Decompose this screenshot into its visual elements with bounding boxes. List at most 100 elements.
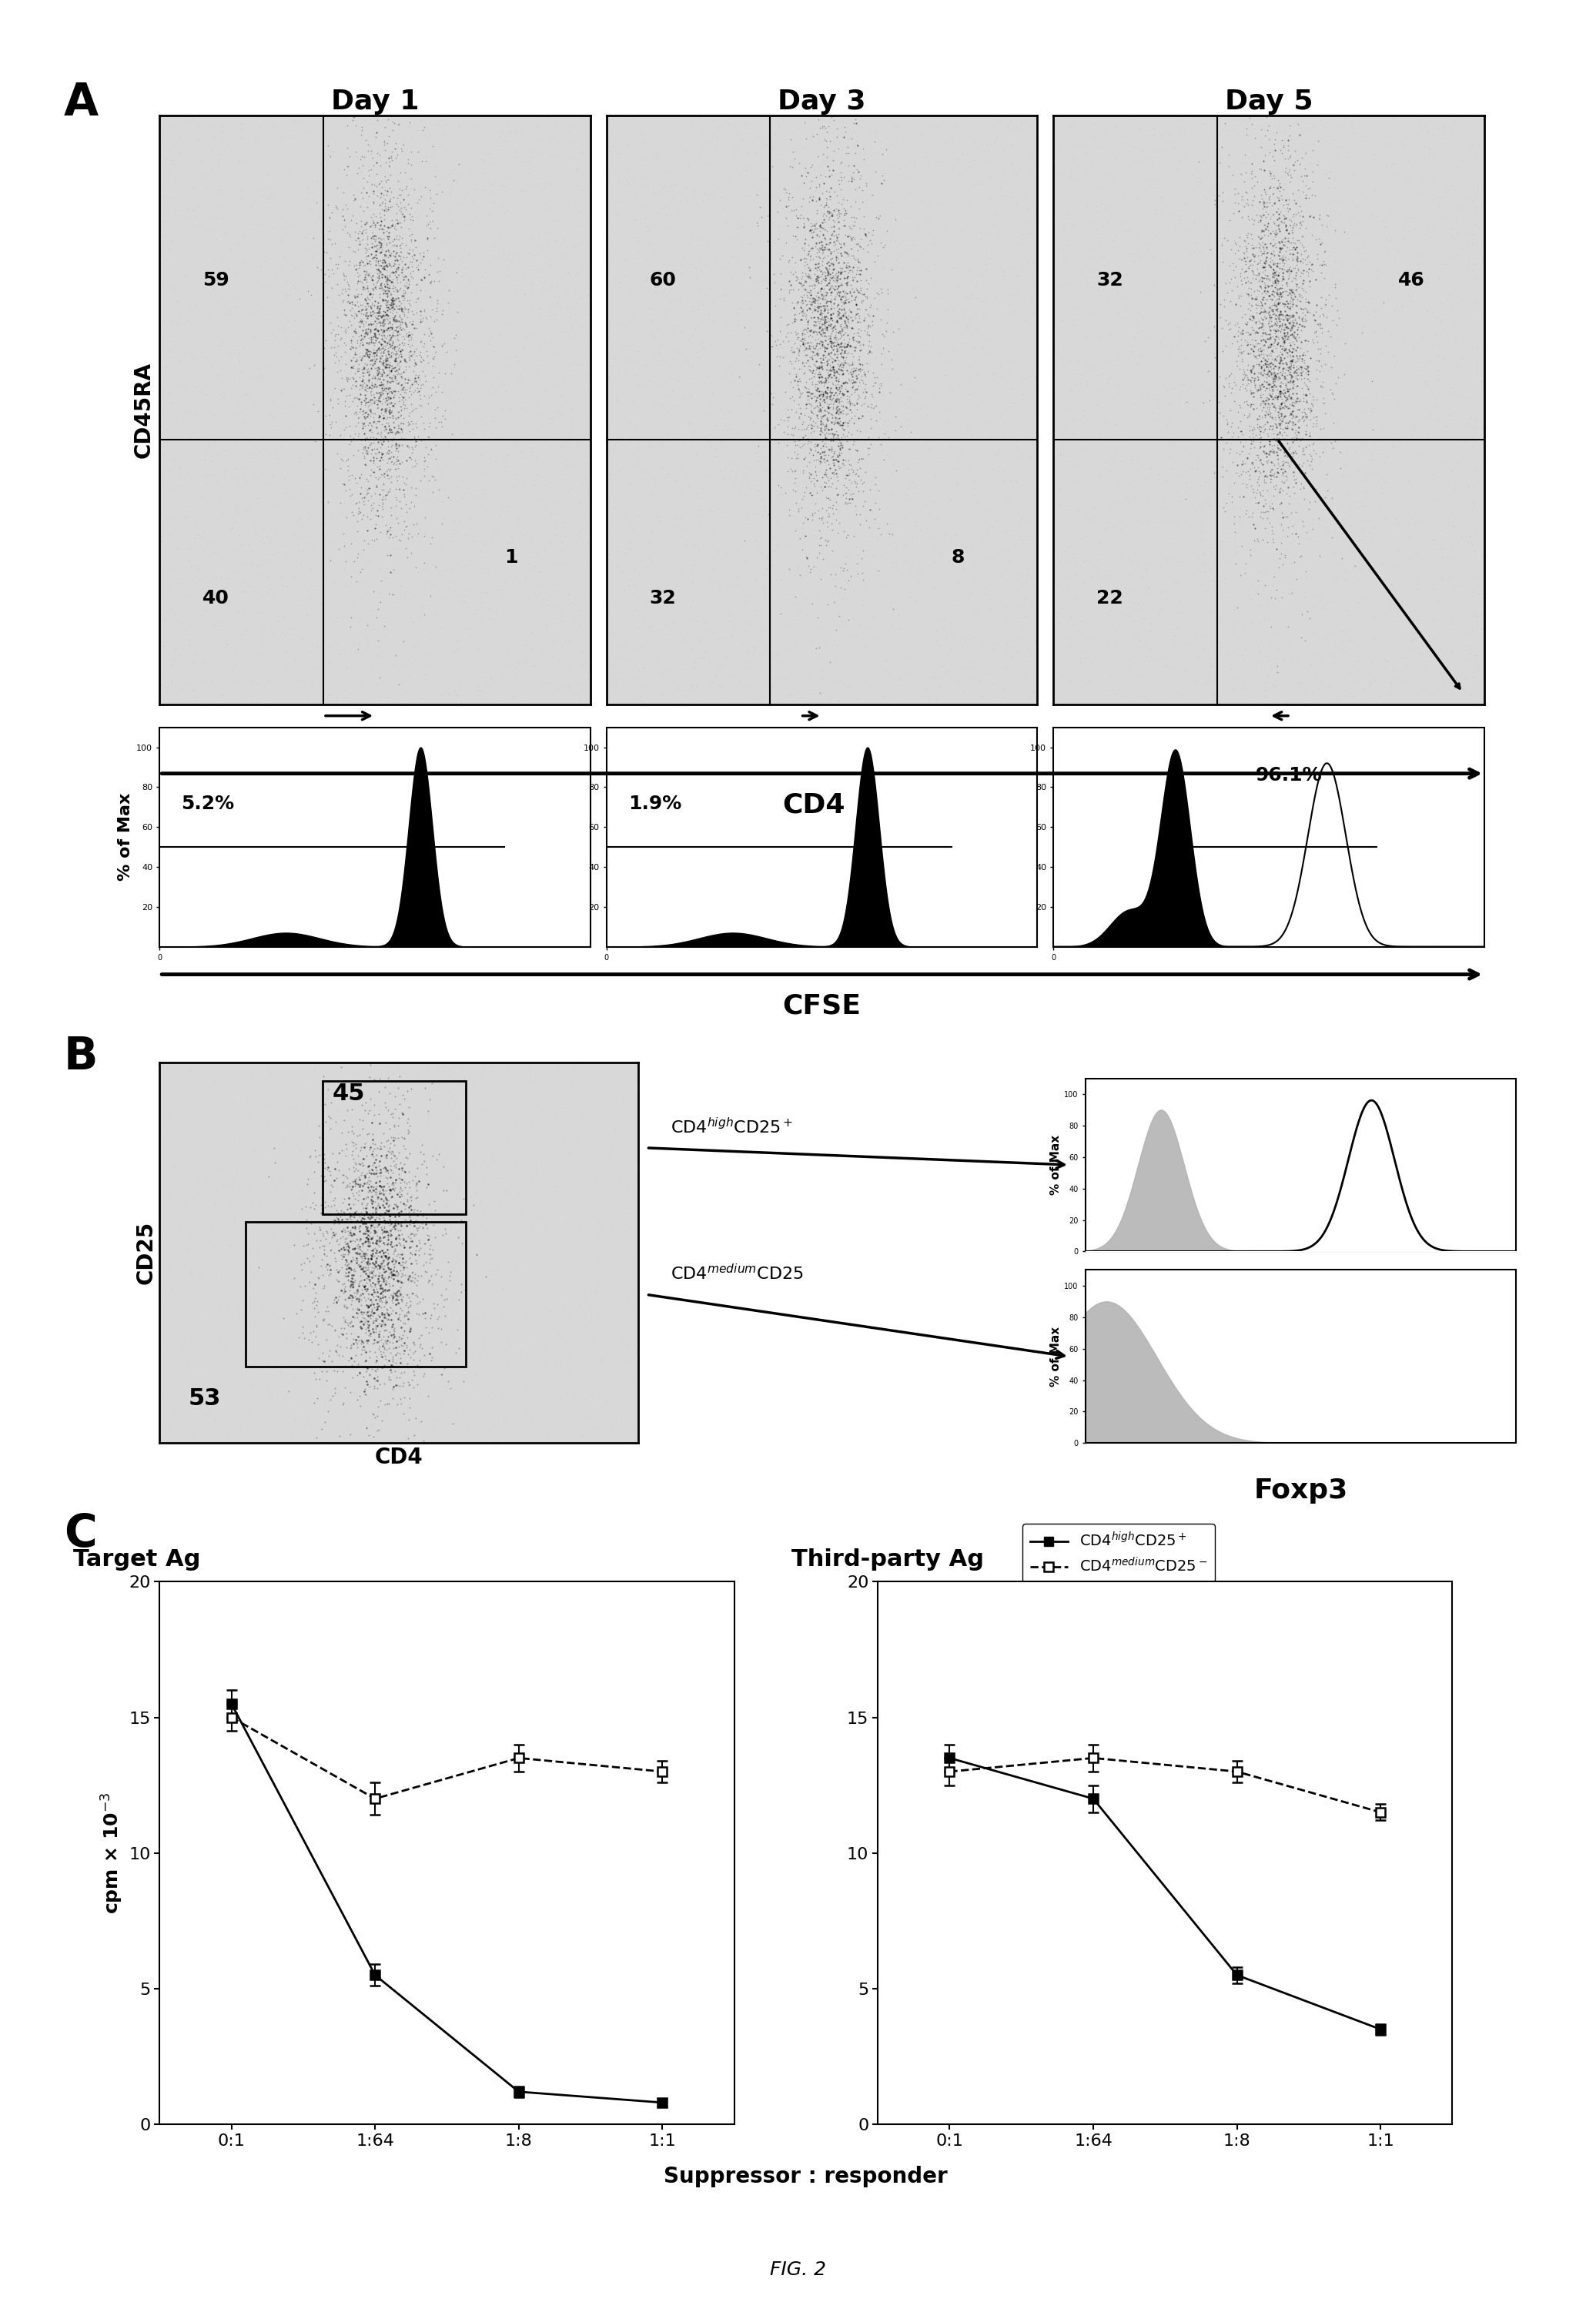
Point: [1248, 379, 1274, 416]
Point: [1306, 224, 1331, 261]
Point: [426, 127, 452, 164]
Point: [525, 229, 551, 266]
Point: [1168, 321, 1194, 358]
Point: [381, 210, 407, 247]
Point: [809, 233, 835, 270]
Point: [535, 506, 560, 543]
Point: [394, 1175, 420, 1212]
Point: [163, 194, 188, 231]
Point: [1288, 374, 1314, 411]
Point: [381, 1256, 407, 1293]
Point: [287, 640, 313, 677]
Point: [161, 1355, 187, 1392]
Point: [372, 296, 397, 332]
Point: [662, 413, 688, 450]
Point: [230, 672, 255, 709]
Point: [512, 644, 538, 681]
Point: [337, 1268, 362, 1305]
Point: [399, 252, 425, 289]
Point: [1020, 423, 1045, 459]
Point: [531, 1168, 557, 1205]
Point: [803, 314, 828, 351]
Point: [1270, 464, 1296, 501]
Point: [1454, 178, 1479, 215]
Point: [380, 335, 405, 372]
Point: [354, 1293, 380, 1330]
Point: [784, 263, 809, 300]
Point: [354, 1154, 380, 1191]
Point: [1231, 369, 1256, 406]
Point: [809, 501, 835, 538]
Point: [1248, 386, 1274, 423]
Point: [790, 312, 816, 349]
Point: [380, 270, 405, 307]
Point: [841, 95, 867, 132]
Point: [487, 1159, 512, 1196]
Point: [627, 556, 653, 593]
Point: [808, 266, 833, 302]
Point: [377, 411, 402, 448]
Point: [235, 1104, 260, 1141]
Point: [330, 1302, 356, 1339]
Point: [386, 226, 412, 263]
Point: [1237, 580, 1262, 617]
Point: [1219, 259, 1245, 296]
Point: [1163, 309, 1189, 346]
Point: [777, 381, 803, 418]
Point: [372, 245, 397, 282]
Point: [824, 358, 849, 395]
Point: [308, 212, 334, 249]
Point: [1272, 293, 1298, 330]
Point: [533, 307, 559, 344]
Point: [316, 1305, 342, 1342]
Point: [940, 674, 966, 711]
Point: [1267, 307, 1293, 344]
Point: [262, 1145, 287, 1182]
Point: [851, 353, 876, 390]
Point: [1267, 390, 1293, 427]
Point: [822, 358, 847, 395]
Point: [370, 242, 396, 279]
Point: [1280, 284, 1306, 321]
Point: [276, 152, 302, 189]
Point: [825, 286, 851, 323]
Point: [356, 363, 381, 399]
Point: [1253, 275, 1278, 312]
Point: [776, 175, 801, 212]
Point: [200, 259, 225, 296]
Point: [270, 1127, 295, 1164]
Point: [350, 312, 375, 349]
Point: [621, 381, 646, 418]
Point: [1065, 556, 1090, 593]
Point: [1170, 270, 1195, 307]
Point: [370, 305, 396, 342]
Point: [386, 1085, 412, 1122]
Point: [817, 321, 843, 358]
Point: [378, 457, 404, 494]
Point: [1087, 106, 1112, 143]
Point: [353, 432, 378, 469]
Point: [358, 1256, 383, 1293]
Point: [1237, 316, 1262, 353]
Point: [313, 416, 338, 453]
Point: [1216, 494, 1242, 531]
Point: [1189, 506, 1215, 543]
Point: [255, 1159, 281, 1196]
Point: [1262, 360, 1288, 397]
Point: [758, 226, 784, 263]
Point: [1267, 270, 1293, 307]
Point: [760, 462, 785, 499]
Point: [378, 439, 404, 476]
Point: [1272, 141, 1298, 178]
Point: [899, 175, 924, 212]
Point: [1349, 118, 1374, 155]
Point: [1323, 270, 1349, 307]
Point: [428, 286, 453, 323]
Point: [814, 337, 839, 374]
Point: [425, 148, 450, 185]
Point: [1329, 309, 1355, 346]
Point: [495, 1415, 520, 1452]
Point: [827, 402, 852, 439]
Point: [1282, 182, 1307, 219]
Point: [547, 1348, 573, 1385]
